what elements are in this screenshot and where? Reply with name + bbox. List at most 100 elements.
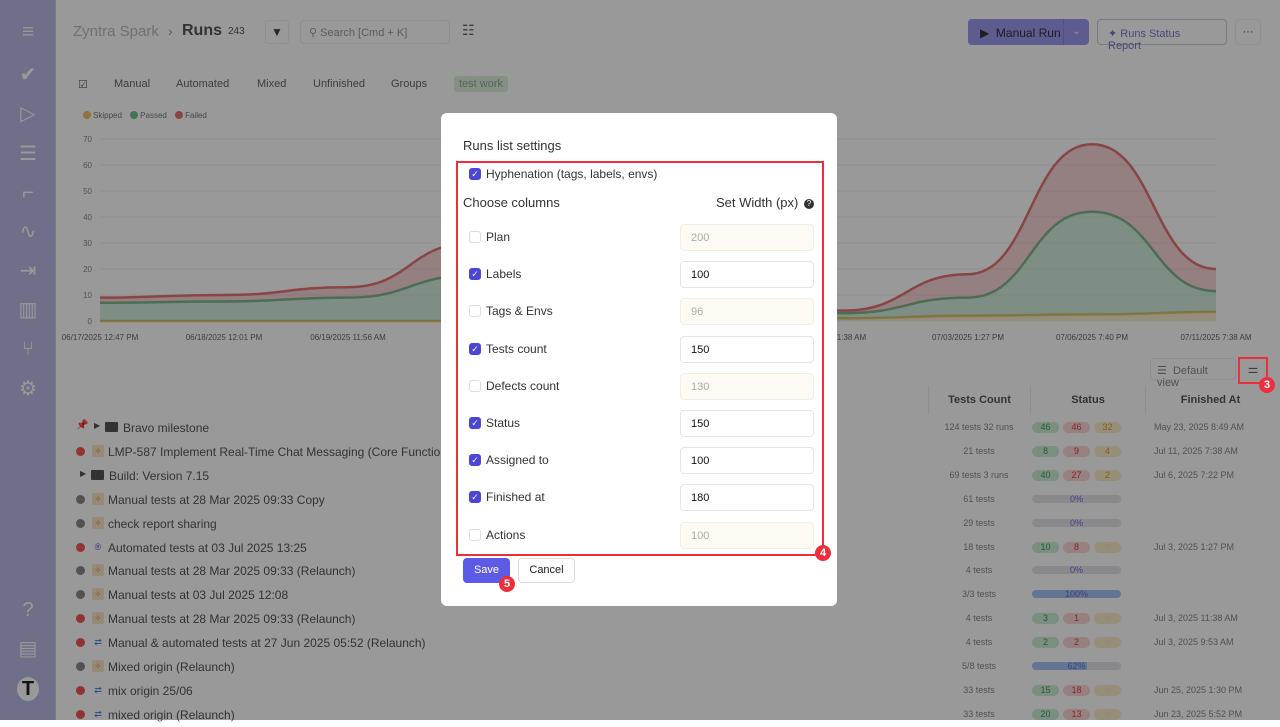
breadcrumb-project[interactable]: Zyntra Spark	[73, 23, 159, 40]
group-name[interactable]: Bravo milestone	[123, 421, 210, 435]
table-row[interactable]: ⇄ mix origin 25/06 33 tests 15 18 0 Jun 25, 20…	[56, 679, 1280, 703]
header: Zyntra Spark › Runs 243 ▼ ⚲ Search [Cmd …	[56, 0, 1280, 64]
tune-icon[interactable]: ☷	[462, 22, 475, 38]
column-width-input[interactable]: 150	[680, 335, 814, 363]
run-name[interactable]: Manual tests at 28 Mar 2025 09:33 (Relau…	[108, 564, 356, 579]
legend-passed[interactable]: Passed	[130, 111, 167, 120]
table-row[interactable]: ® Automated tests at 03 Jul 2025 13:25 18 …	[56, 536, 1280, 560]
table-row[interactable]: ✧ Manual tests at 28 Mar 2025 09:33 (Rela…	[56, 607, 1280, 631]
failed-status-icon	[76, 614, 85, 624]
manual-run-icon: ✧	[92, 612, 104, 625]
tab-unfinished[interactable]: Unfinished	[313, 78, 365, 90]
col-tests-count[interactable]: Tests Count	[928, 386, 1030, 414]
run-name[interactable]: LMP-587 Implement Real-Time Chat Messagi…	[108, 444, 473, 459]
column-checkbox-status[interactable]: ✓	[469, 417, 481, 429]
branch-icon[interactable]: ⑂	[22, 338, 34, 360]
filter-button[interactable]: ▼	[265, 20, 289, 44]
play-circle-icon[interactable]: ▷	[20, 103, 36, 125]
tab-mixed[interactable]: Mixed	[257, 78, 287, 90]
col-status[interactable]: Status	[1030, 386, 1145, 414]
column-checkbox-labels[interactable]: ✓	[469, 268, 481, 281]
search-input[interactable]: ⚲ Search [Cmd + K]	[300, 20, 450, 44]
list-check-icon[interactable]: ☰	[19, 143, 37, 165]
tab-groups[interactable]: Groups	[391, 78, 428, 90]
tab-manual[interactable]: Manual	[114, 78, 151, 90]
folders-icon[interactable]: ▤	[18, 638, 38, 660]
tests-count: 69 tests 3 runs	[949, 469, 1009, 480]
run-name[interactable]: Manual tests at 28 Mar 2025 09:33 (Relau…	[108, 612, 356, 627]
table-row[interactable]: ▶ Build: Version 7.15 69 tests 3 runs 40 27 2…	[56, 464, 1280, 488]
run-name[interactable]: Automated tests at 03 Jul 2025 13:25	[108, 540, 307, 555]
select-all-icon[interactable]: ☑	[78, 79, 88, 91]
column-checkbox-tags-envs[interactable]	[469, 305, 481, 318]
table-row[interactable]: 📌 ▶ Bravo milestone 124 tests 32 runs 46 46 32…	[56, 416, 1280, 440]
column-checkbox-defects-count[interactable]	[469, 379, 481, 392]
legend-failed[interactable]: Failed	[175, 111, 207, 120]
help-icon[interactable]: ?	[804, 199, 814, 209]
column-width-input[interactable]: 96	[680, 298, 814, 326]
table-row[interactable]: ✧ Manual tests at 03 Jul 2025 12:08 3/3 te…	[56, 583, 1280, 607]
pulse-icon[interactable]: ∿	[19, 221, 37, 243]
tests-count: 4 tests	[965, 565, 993, 576]
hyphenation-checkbox[interactable]: ✓	[469, 168, 481, 180]
import-icon[interactable]: ⇥	[19, 260, 37, 282]
run-name[interactable]: Manual tests at 03 Jul 2025 12:08	[108, 588, 289, 603]
analytics-icon[interactable]: ▥	[18, 299, 38, 321]
sparkle-icon: ✦	[1108, 28, 1121, 40]
failed-pill: 13	[1063, 708, 1090, 720]
list-settings-button[interactable]: ⚌	[1240, 358, 1266, 382]
column-width-input[interactable]: 100	[680, 521, 814, 549]
column-checkbox-tests-count[interactable]: ✓	[469, 342, 481, 355]
stairs-icon[interactable]: ⌐	[22, 182, 34, 204]
pin-icon[interactable]: 📌	[76, 420, 89, 431]
cancel-button[interactable]: Cancel	[518, 558, 575, 583]
default-view-button[interactable]: ☰ Default view	[1150, 358, 1236, 389]
tests-count: 18 tests	[963, 541, 995, 552]
help-icon[interactable]: ?	[22, 599, 34, 621]
tab-test-work[interactable]: test work	[454, 76, 509, 92]
expand-caret-icon[interactable]: ▶	[80, 468, 87, 478]
sliders-icon: ⚌	[1247, 362, 1259, 376]
column-checkbox-assigned-to[interactable]: ✓	[469, 454, 481, 467]
col-finished-at[interactable]: Finished At	[1145, 386, 1275, 414]
column-width-input[interactable]: 150	[680, 410, 814, 437]
column-checkbox-actions[interactable]	[469, 528, 481, 541]
runs-status-report-button[interactable]: ✦ Runs Status Report	[1097, 19, 1227, 52]
table-row[interactable]: ✧ Manual tests at 28 Mar 2025 09:33 (Rela…	[56, 559, 1280, 583]
more-button[interactable]: ···	[1235, 19, 1261, 45]
table-row[interactable]: ✧ Manual tests at 28 Mar 2025 09:33 Copy 6…	[56, 488, 1280, 512]
table-row[interactable]: ✧ LMP-587 Implement Real-Time Chat Messag…	[56, 440, 1280, 464]
manual-run-button[interactable]: ▶ Manual Run ⌄	[968, 19, 1089, 45]
table-row[interactable]: ✧ check report sharing 29 tests 0%	[56, 512, 1280, 536]
manual-run-icon: ✧	[92, 588, 104, 601]
avatar-icon[interactable]: T	[17, 677, 39, 701]
column-width-input[interactable]: 130	[680, 372, 814, 400]
group-name[interactable]: Build: Version 7.15	[109, 468, 210, 483]
tab-automated[interactable]: Automated	[176, 78, 230, 90]
table-row[interactable]: ⇄ Manual & automated tests at 27 Jun 2025…	[56, 631, 1280, 655]
legend-skipped[interactable]: Skipped	[83, 111, 122, 120]
check-icon[interactable]: ✔	[19, 64, 37, 86]
run-name[interactable]: mix origin 25/06	[108, 683, 193, 698]
column-checkbox-finished-at[interactable]: ✓	[469, 491, 481, 504]
column-width-input[interactable]: 100	[680, 261, 814, 289]
table-row[interactable]: ✧ Mixed origin (Relaunch) 5/8 tests 62%	[56, 655, 1280, 679]
run-name[interactable]: Manual tests at 28 Mar 2025 09:33 Copy	[108, 492, 325, 507]
sidebar: ≡ ✔ ▷ ☰ ⌐ ∿ ⇥ ▥ ⑂ ⚙? ▤ T	[0, 0, 56, 720]
menu-icon[interactable]: ≡	[22, 21, 34, 43]
chevron-down-icon[interactable]: ⌄	[1063, 19, 1089, 45]
column-width-input[interactable]: 180	[680, 484, 814, 512]
column-checkbox-plan[interactable]	[469, 231, 481, 243]
y-tick-label: 70	[83, 135, 92, 144]
column-width-input[interactable]: 100	[680, 447, 814, 475]
run-name[interactable]: check report sharing	[108, 516, 217, 531]
run-name[interactable]: mixed origin (Relaunch)	[108, 707, 235, 722]
finished-at: Jul 3, 2025 1:27 PM	[1154, 541, 1235, 552]
run-name[interactable]: Manual & automated tests at 27 Jun 2025 …	[108, 636, 426, 651]
expand-caret-icon[interactable]: ▶	[94, 421, 101, 430]
table-row[interactable]: ⇄ mixed origin (Relaunch) 33 tests 20 13 0 Jun…	[56, 703, 1280, 727]
tabs: ☑ Manual Automated Mixed Unfinished Grou…	[56, 74, 1280, 94]
run-name[interactable]: Mixed origin (Relaunch)	[108, 660, 235, 674]
gear-icon[interactable]: ⚙	[19, 378, 37, 400]
column-width-input[interactable]: 200	[680, 224, 814, 251]
